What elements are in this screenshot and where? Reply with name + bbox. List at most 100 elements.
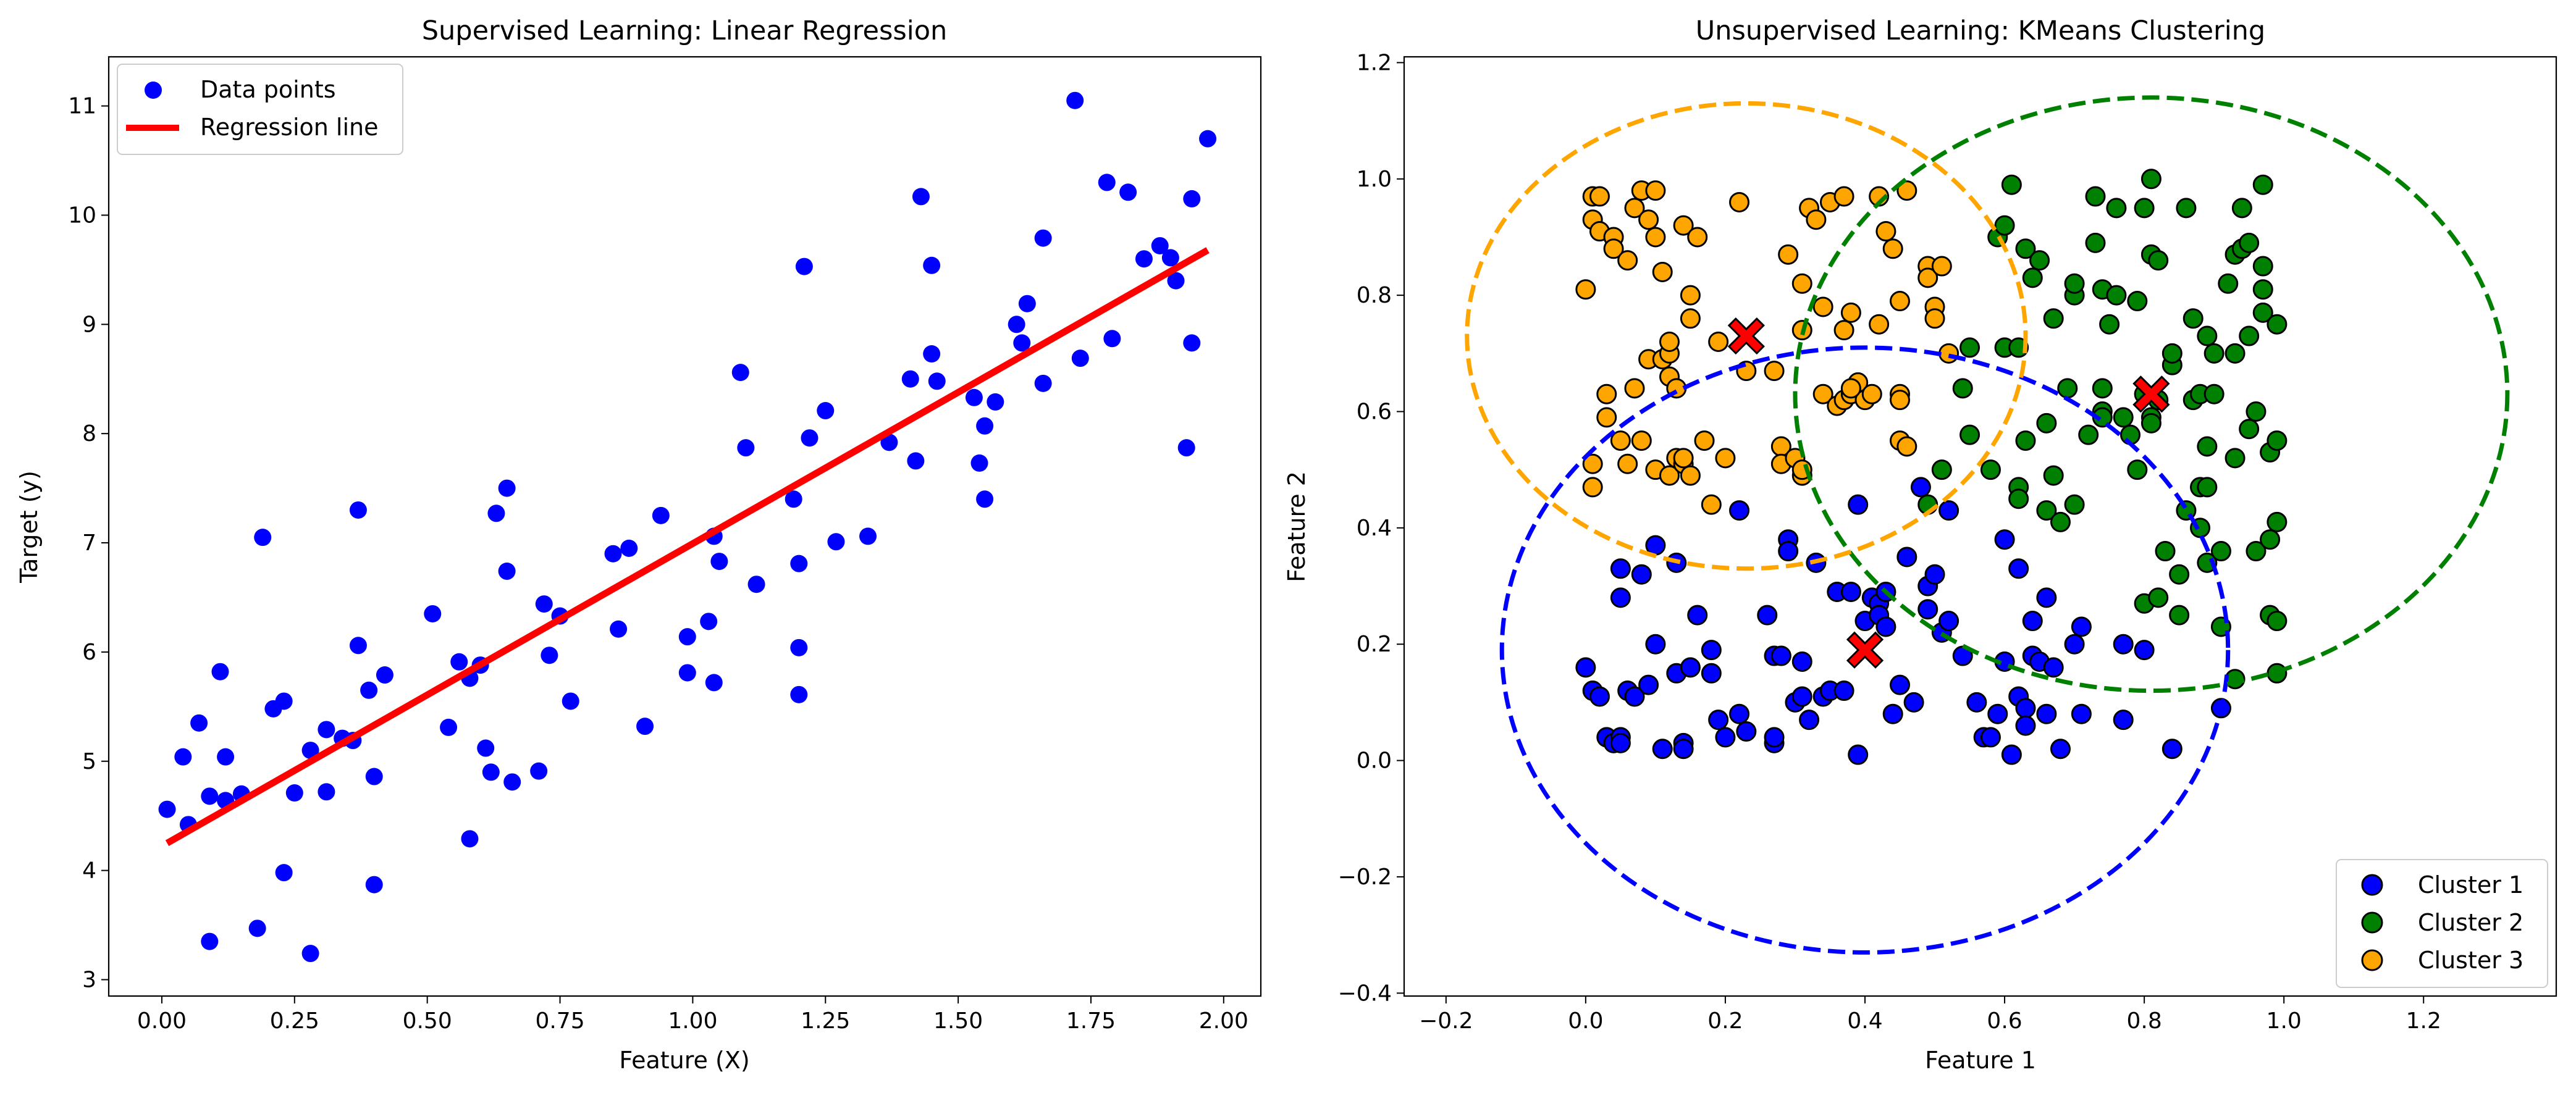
legend-cluster-3-marker [2361, 949, 2383, 971]
cluster-3-point [1861, 383, 1882, 404]
cluster-2-point [2140, 412, 2161, 433]
cluster-2-point [2197, 325, 2218, 346]
cluster-3-point [1715, 448, 1736, 469]
data-point [1013, 334, 1031, 352]
cluster-3-point [1869, 314, 1890, 335]
cluster-2-point [1980, 459, 2001, 480]
kmeans-x-tick-label: −0.2 [1419, 1008, 1473, 1034]
cluster-3-boundary-circle [1465, 101, 2028, 571]
cluster-2-point [2113, 407, 2134, 428]
data-point [620, 539, 638, 557]
kmeans-x-ticks: −0.2 0.0 0.2 0.4 0.6 0.8 1.0 1.2 [1419, 996, 2441, 1034]
data-point [190, 714, 208, 732]
cluster-2-point [2225, 448, 2246, 469]
cluster-1-point [1687, 605, 1708, 626]
cluster-3-point [1673, 448, 1694, 469]
cluster-3-point [1764, 361, 1785, 382]
cluster-1-point [1910, 477, 1931, 498]
data-point [970, 454, 988, 472]
cluster-1-point [1938, 500, 1959, 521]
data-point [636, 718, 654, 735]
cluster-1-point [2022, 611, 2043, 632]
cluster-3-point [1729, 191, 1750, 212]
kmeans-x-tick-label: 0.4 [1847, 1008, 1882, 1034]
cluster-2-point [2148, 587, 2169, 608]
cluster-1-point [2113, 710, 2134, 731]
cluster-2-point [2252, 302, 2273, 323]
cluster-3-point [1890, 291, 1911, 312]
regression-y-tick-label: 7 [82, 530, 96, 556]
regression-y-tick-label: 11 [68, 94, 96, 119]
cluster-2-point [2134, 198, 2155, 219]
cluster-1-point [1917, 599, 1938, 620]
cluster-2-point [2267, 314, 2288, 335]
cluster-3-point [1875, 221, 1896, 242]
cluster-3-point [1680, 285, 1701, 306]
cluster-3-point [1659, 465, 1680, 486]
cluster-2-point [1931, 459, 1952, 480]
regression-marks [158, 91, 1217, 963]
data-point [562, 692, 579, 710]
cluster-2-point [2246, 541, 2267, 562]
data-point [710, 553, 728, 571]
cluster-2-point [2169, 605, 2190, 626]
cluster-3-point [1680, 308, 1701, 329]
data-point [498, 479, 516, 497]
cluster-1-point [1778, 541, 1799, 562]
regression-panel: Supervised Learning: Linear Regression 0… [15, 15, 1262, 1074]
kmeans-x-axis-label: Feature 1 [1925, 1047, 2036, 1074]
cluster-2-point [2078, 424, 2099, 445]
cluster-3-point [1833, 186, 1854, 207]
cluster-3-point [1582, 477, 1603, 498]
kmeans-x-tick-label: 1.2 [2406, 1008, 2441, 1034]
cluster-3-point [1589, 186, 1610, 207]
data-point [700, 613, 718, 630]
cluster-1-point [2043, 657, 2064, 678]
cluster-3-point [1631, 430, 1652, 451]
data-point [530, 762, 548, 780]
data-point [1177, 439, 1195, 457]
cluster-2-point [2015, 238, 2036, 259]
data-point [976, 490, 994, 508]
data-point [254, 529, 272, 546]
centroid-marker [1846, 631, 1884, 669]
kmeans-x-tick-label: 1.0 [2267, 1008, 2302, 1034]
data-point [1103, 330, 1121, 348]
cluster-1-boundary-circle [1499, 345, 2231, 955]
data-point [461, 830, 479, 848]
cluster-2-point [2043, 465, 2064, 486]
cluster-3-point [1617, 453, 1638, 474]
regression-x-tick-label: 1.75 [1066, 1008, 1116, 1034]
cluster-2-point [2239, 419, 2260, 440]
cluster-1-point [1729, 703, 1750, 724]
cluster-3-point [1812, 383, 1833, 404]
kmeans-y-axis-label: Feature 2 [1283, 471, 1310, 582]
kmeans-title: Unsupervised Learning: KMeans Clustering [1696, 15, 2265, 46]
cluster-1-point [1652, 739, 1673, 760]
cluster-2-point [2029, 250, 2050, 271]
cluster-1-point [1980, 727, 2001, 748]
cluster-3-point [1791, 273, 1812, 294]
cluster-2-point [2008, 488, 2029, 509]
cluster-1-point [1673, 739, 1694, 760]
regression-y-tick-label: 5 [82, 749, 96, 774]
kmeans-x-tick-label: 0.2 [1707, 1008, 1743, 1034]
cluster-1-point [1624, 686, 1645, 707]
cluster-1-point [1882, 703, 1903, 724]
cluster-2-point [2203, 343, 2225, 364]
cluster-3-point [1896, 436, 1917, 457]
cluster-1-point [2001, 744, 2022, 765]
cluster-1-point [1875, 616, 1896, 637]
data-point [901, 370, 919, 388]
data-point [965, 388, 983, 406]
legend-cluster-3-label: Cluster 3 [2418, 947, 2523, 974]
cluster-1-point [1799, 710, 1820, 731]
cluster-1-point [1708, 710, 1729, 731]
cluster-3-point [1638, 209, 1659, 230]
cluster-1-point [1987, 703, 2008, 724]
cluster-2-point [2210, 541, 2231, 562]
cluster-1-point [1701, 663, 1722, 684]
regression-x-tick-label: 1.50 [933, 1008, 983, 1034]
cluster-3-point [1659, 331, 1680, 352]
cluster-3-point [1812, 296, 1833, 317]
